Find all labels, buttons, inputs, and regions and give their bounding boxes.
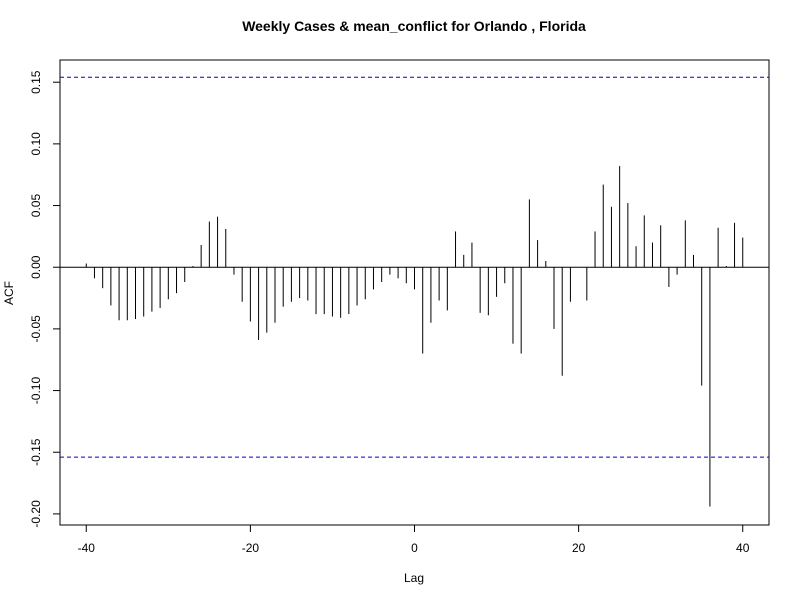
y-axis-label: ACF xyxy=(2,281,16,305)
y-tick-label: -0.20 xyxy=(29,500,43,528)
x-tick-label: 20 xyxy=(572,541,586,555)
y-tick-label: -0.05 xyxy=(29,315,43,343)
y-tick-label: -0.15 xyxy=(29,438,43,466)
x-tick-label: 40 xyxy=(736,541,750,555)
chart-title: Weekly Cases & mean_conflict for Orlando… xyxy=(242,18,586,34)
y-tick-label: 0.00 xyxy=(29,255,43,279)
y-tick-label: -0.10 xyxy=(29,377,43,405)
y-tick-label: 0.15 xyxy=(29,70,43,94)
x-axis-label: Lag xyxy=(404,571,424,585)
y-tick-label: 0.05 xyxy=(29,194,43,218)
x-tick-label: -20 xyxy=(242,541,260,555)
x-tick-label: -40 xyxy=(78,541,96,555)
x-tick-label: 0 xyxy=(411,541,418,555)
y-tick-label: 0.10 xyxy=(29,132,43,156)
